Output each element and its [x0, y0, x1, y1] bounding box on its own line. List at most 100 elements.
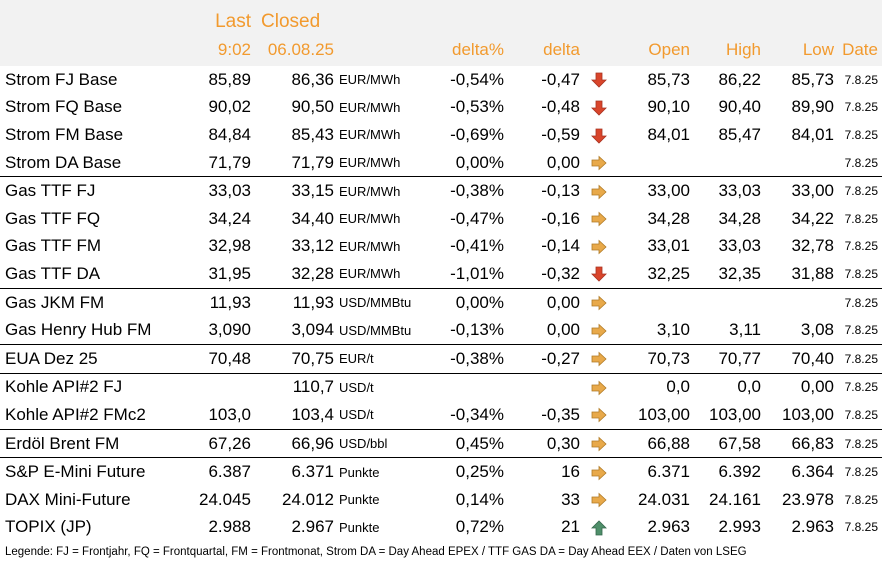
low-value: 0,00: [761, 372, 834, 402]
open-value: 33,01: [647, 236, 690, 256]
row-name: Kohle API#2 FMc2: [5, 404, 146, 424]
row-name: S&P E-Mini Future: [0, 457, 172, 486]
trend-arrow: [580, 401, 618, 429]
delta-pct-value: -0,38%: [434, 343, 504, 374]
low-value: 34,22: [791, 208, 834, 228]
arrow-right-icon: [591, 211, 607, 227]
delta-value: 21: [561, 517, 580, 537]
row-name: Gas Henry Hub FM: [5, 320, 152, 340]
last-time-header: 9:02: [217, 39, 251, 59]
closed-value: 11,93: [251, 287, 334, 317]
table-row: Strom FJ Base 85,89 86,36 EUR/MWh -0,54% -0,4…: [0, 66, 882, 94]
unit-label: EUR/MWh: [339, 155, 401, 171]
trend-arrow: [580, 287, 618, 317]
delta-value: [504, 372, 580, 402]
unit-label: USD/MMBtu: [334, 287, 434, 317]
table-row: Kohle API#2 FMc2 103,0 103,4 USD/t -0,34% -0,…: [0, 401, 882, 429]
table-row: Erdöl Brent FM 67,26 66,96 USD/bbl 0,45% 0,30…: [0, 428, 882, 458]
last-value: 84,84: [208, 124, 251, 144]
date-value: 7.8.25: [844, 211, 878, 226]
low-value: 84,01: [791, 124, 834, 144]
arrow-down-icon: [591, 128, 607, 144]
delta-pct-value: 0,25%: [434, 457, 504, 486]
open-value: 34,28: [647, 208, 690, 228]
row-name: Gas TTF DA: [5, 263, 101, 283]
open-value: 90,10: [647, 97, 690, 117]
open-value: 85,73: [647, 69, 690, 89]
row-name: Strom FJ Base: [5, 69, 118, 89]
unit-label: Punkte: [339, 492, 380, 508]
arrow-right-icon: [591, 492, 607, 508]
low-value: [761, 149, 834, 177]
open-value: 2.963: [647, 517, 690, 537]
high-value: 33,03: [718, 236, 761, 256]
high-value: 90,40: [718, 97, 761, 117]
market-table: Last Closed 9:02 06.08.25 delta% delta O…: [0, 0, 882, 537]
last-value: 31,95: [208, 263, 251, 283]
arrow-up-icon: [591, 520, 607, 536]
delta-pct-value: [434, 372, 504, 402]
last-value: 85,89: [208, 69, 251, 89]
high-column-header: High: [726, 39, 761, 59]
last-value: 34,24: [208, 208, 251, 228]
closed-value: 86,36: [291, 69, 334, 89]
last-column-header: Last: [215, 11, 251, 32]
table-row: Gas JKM FM 11,93 11,93 USD/MMBtu 0,00% 0,00 7.…: [0, 287, 882, 317]
row-name: Gas JKM FM: [0, 287, 172, 317]
open-value: 3,10: [656, 320, 690, 340]
row-name: Gas TTF FM: [5, 236, 102, 256]
last-value: 70,48: [172, 343, 251, 374]
open-value: 33,00: [618, 176, 690, 205]
table-row: Kohle API#2 FJ 110,7 USD/t 0,0 0,0 0,00 7.8.25: [0, 372, 882, 402]
closed-value: 70,75: [251, 343, 334, 374]
closed-value: 33,12: [291, 236, 334, 256]
table-row: Strom FQ Base 90,02 90,50 EUR/MWh -0,53% -0,4…: [0, 94, 882, 122]
last-value: 24.045: [199, 489, 251, 509]
trend-arrow: [580, 176, 618, 205]
low-column-header: Low: [802, 39, 834, 59]
closed-value: 110,7: [251, 372, 334, 402]
row-name: Gas TTF FJ: [0, 176, 172, 205]
open-value: 6.371: [618, 457, 690, 486]
trend-arrow: [580, 94, 618, 122]
delta-pct-value: -0,69%: [450, 124, 504, 144]
delta-pct-column-header: delta%: [452, 39, 504, 59]
delta-value: 0,00: [504, 287, 580, 317]
high-value: 24.161: [709, 489, 761, 509]
closed-value: 34,40: [291, 208, 334, 228]
last-value: 3,090: [208, 320, 251, 340]
high-value: 2.993: [718, 517, 761, 537]
table-row: DAX Mini-Future 24.045 24.012 Punkte 0,14% 33…: [0, 486, 882, 514]
unit-label: EUR/MWh: [339, 266, 401, 282]
date-value: 7.8.25: [834, 372, 882, 402]
trend-arrow: [580, 457, 618, 486]
high-value: 67,58: [690, 428, 761, 458]
delta-pct-value: 0,00%: [434, 287, 504, 317]
last-value: 103,0: [208, 404, 251, 424]
low-value: 32,78: [791, 236, 834, 256]
last-value: 33,03: [172, 176, 251, 205]
closed-value: 66,96: [251, 428, 334, 458]
high-value: [690, 149, 761, 177]
arrow-right-icon: [591, 407, 607, 423]
low-value: 66,83: [761, 428, 834, 458]
row-name: Strom DA Base: [5, 152, 122, 172]
delta-pct-value: 0,00%: [455, 152, 504, 172]
unit-label: EUR/MWh: [334, 176, 434, 205]
trend-arrow: [580, 205, 618, 233]
date-value: 7.8.25: [844, 492, 878, 507]
closed-value: 24.012: [282, 489, 334, 509]
date-value: 7.8.25: [834, 343, 882, 374]
delta-value: 0,30: [504, 428, 580, 458]
row-name: Strom FQ Base: [5, 97, 123, 117]
date-value: 7.8.25: [844, 100, 878, 115]
low-value: 103,00: [782, 404, 834, 424]
last-value: 71,79: [208, 152, 251, 172]
row-name: Gas TTF FQ: [5, 208, 101, 228]
date-value: 7.8.25: [844, 155, 878, 170]
delta-value: 33: [561, 489, 580, 509]
high-value: 34,28: [718, 208, 761, 228]
high-value: 103,00: [709, 404, 761, 424]
closed-value: 90,50: [291, 97, 334, 117]
